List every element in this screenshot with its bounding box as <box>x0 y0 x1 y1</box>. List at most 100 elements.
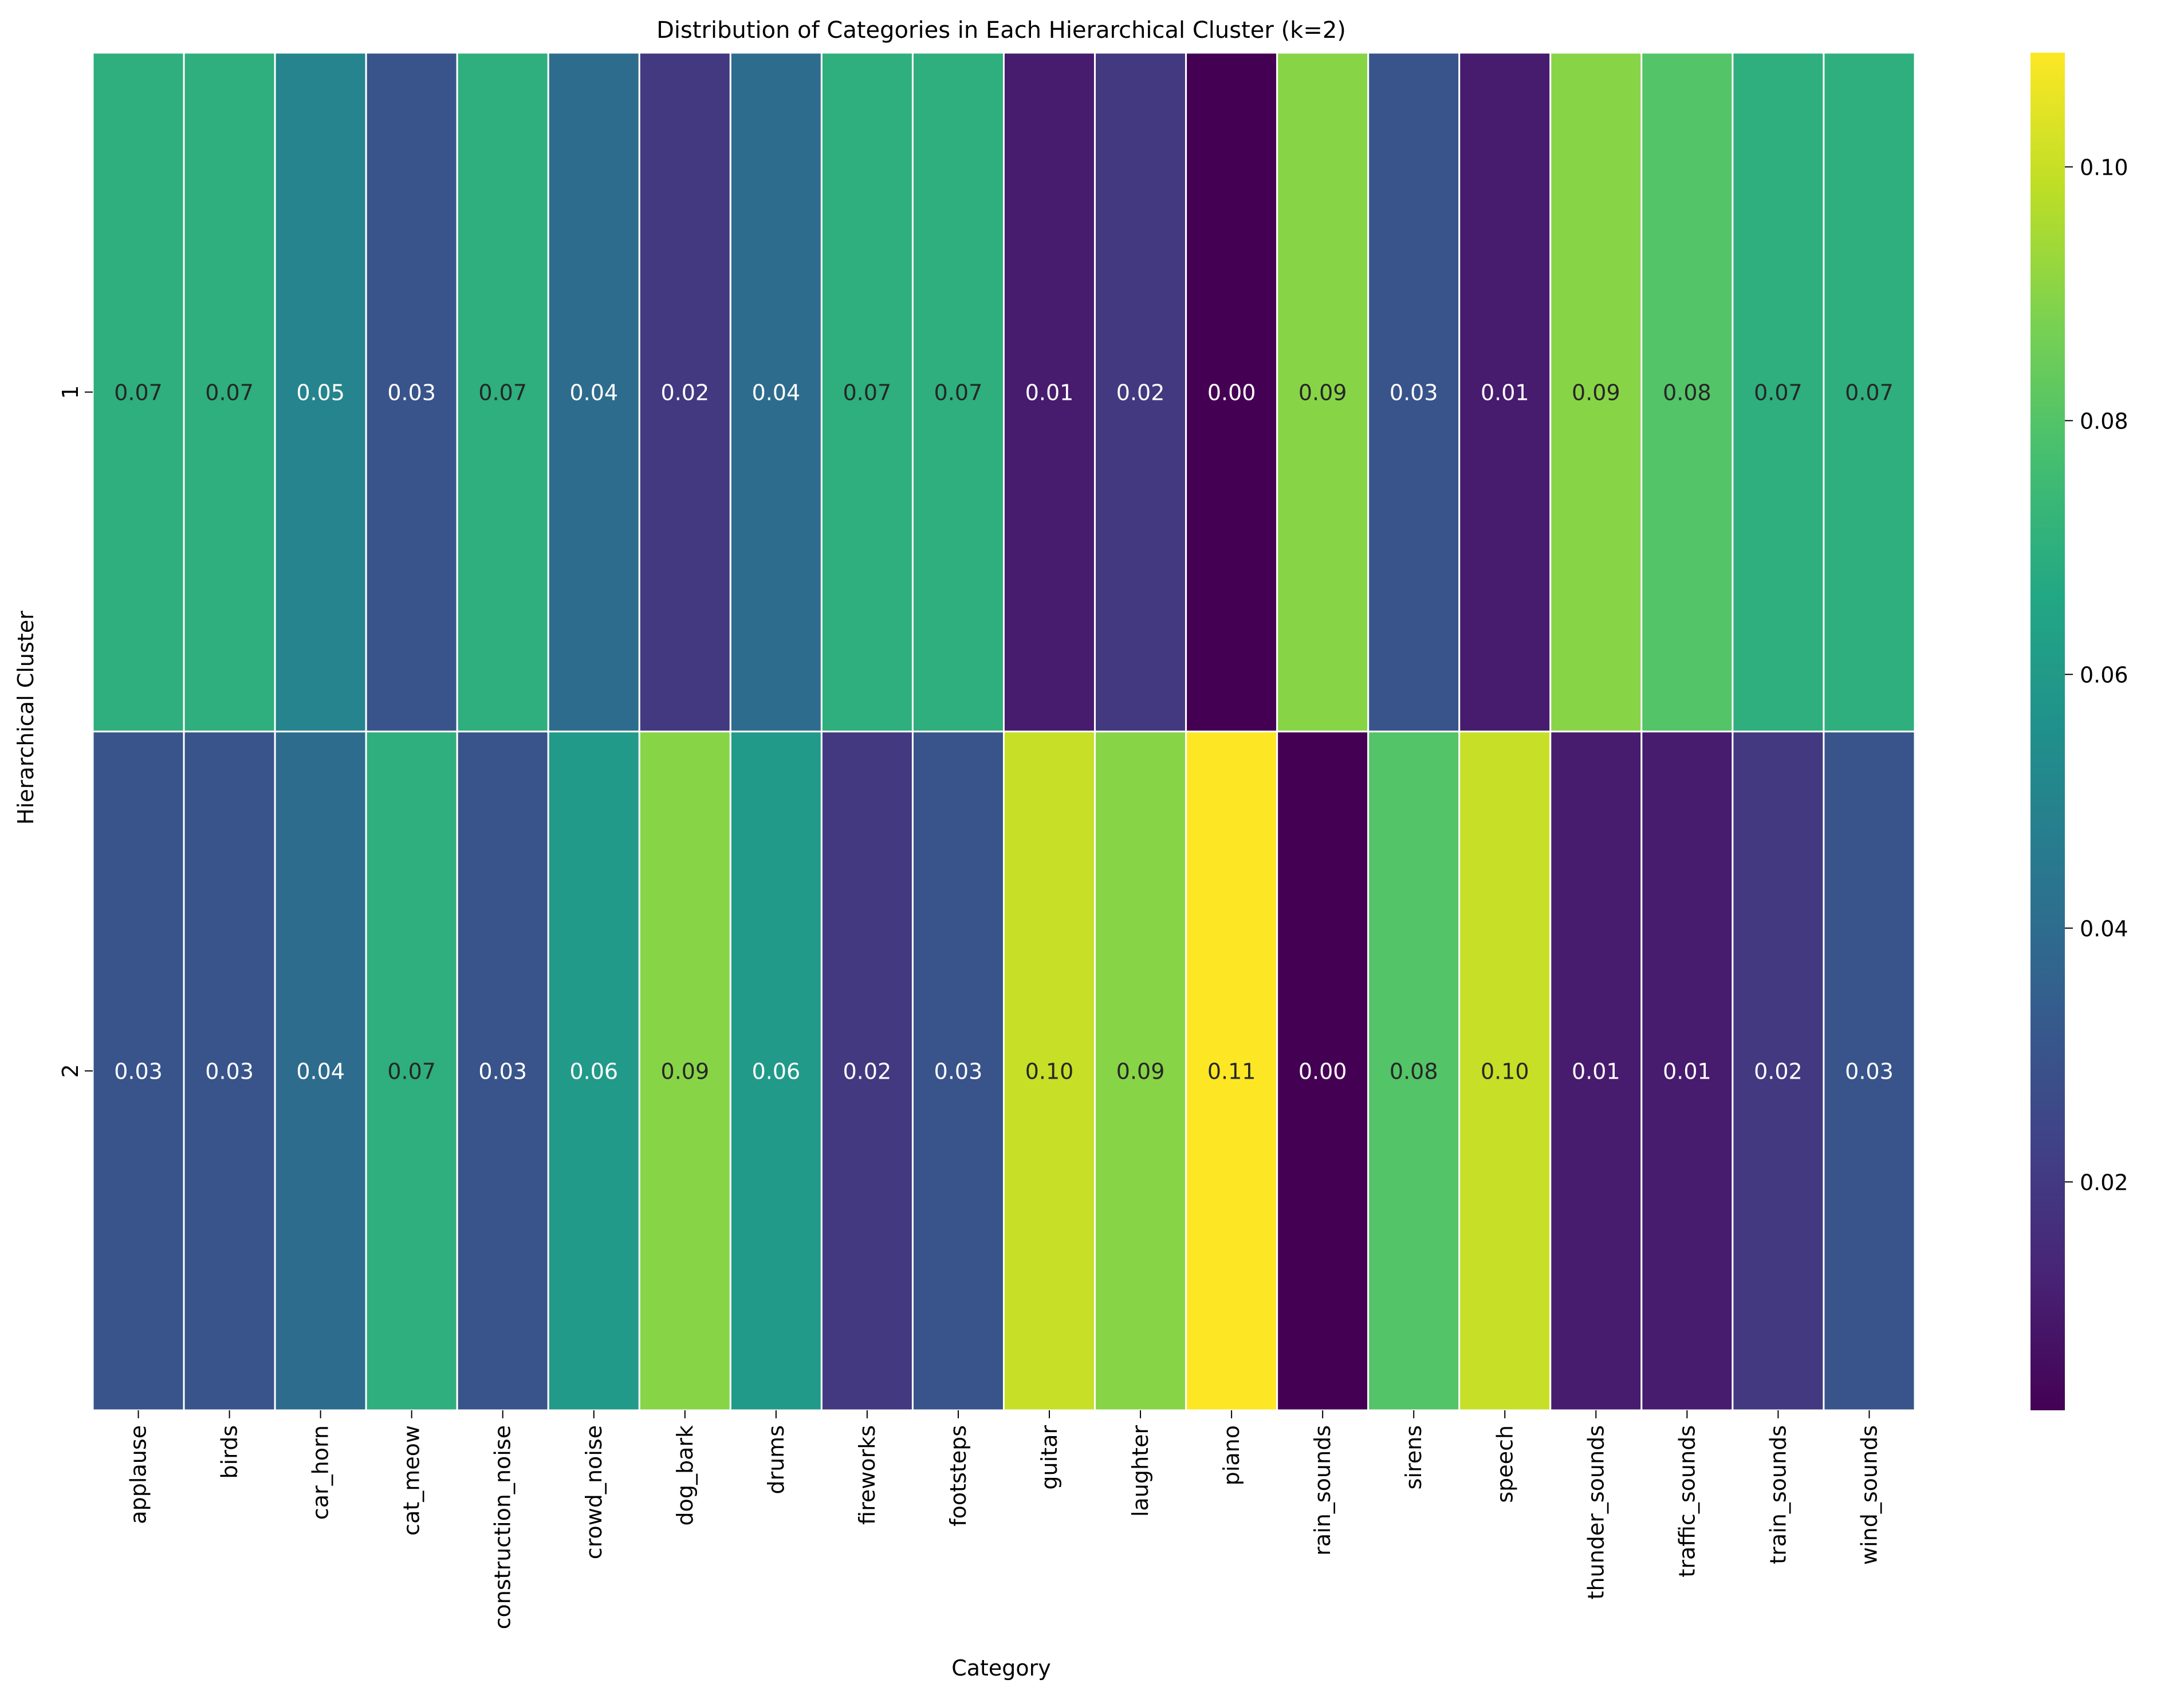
cell-value-label: 0.06 <box>569 1059 618 1084</box>
cell-value-label: 0.07 <box>1845 380 1894 406</box>
colorbar-tick-label: 0.10 <box>2080 155 2128 180</box>
heatmap-cell <box>1276 52 1370 733</box>
heatmap-cell <box>456 52 549 733</box>
colorbar-tick-label: 0.02 <box>2080 1170 2128 1195</box>
x-tick-label: laughter <box>1128 1425 1153 1517</box>
cell-value-label: 0.02 <box>843 1059 892 1084</box>
x-tick-label: sirens <box>1401 1425 1426 1489</box>
cell-value-label: 0.02 <box>1116 380 1165 406</box>
cell-value-label: 0.00 <box>1207 380 1256 406</box>
heatmap-cell <box>1094 52 1187 733</box>
heatmap-cell <box>1823 52 1916 733</box>
y-tick-label: 2 <box>58 1064 83 1077</box>
heatmap-cell <box>1458 730 1552 1411</box>
cell-value-label: 0.03 <box>1845 1059 1894 1084</box>
colorbar-tick-label: 0.06 <box>2080 662 2128 687</box>
chart-title: Distribution of Categories in Each Hiera… <box>656 17 1346 44</box>
heatmap-cell <box>183 52 276 733</box>
cell-value-label: 0.02 <box>1754 1059 1803 1084</box>
x-tick-label: speech <box>1492 1425 1517 1503</box>
heatmap-cell <box>911 52 1005 733</box>
cell-value-label: 0.03 <box>387 380 436 406</box>
heatmap-cell <box>1367 52 1461 733</box>
cell-value-label: 0.07 <box>934 380 983 406</box>
cell-value-label: 0.09 <box>1116 1059 1165 1084</box>
x-axis-label: Category <box>951 1655 1051 1681</box>
heatmap-cell <box>1185 52 1278 733</box>
heatmap-cell <box>1823 730 1916 1411</box>
heatmap-cell <box>92 52 185 733</box>
cell-value-label: 0.04 <box>752 380 801 406</box>
x-tick-label: wind_sounds <box>1856 1425 1882 1565</box>
y-axis-label: Hierarchical Cluster <box>13 611 38 825</box>
cell-value-label: 0.07 <box>478 380 527 406</box>
cell-value-label: 0.08 <box>1390 1059 1438 1084</box>
cell-value-label: 0.09 <box>1572 380 1620 406</box>
heatmap-cell <box>1732 730 1825 1411</box>
x-tick-label: train_sounds <box>1765 1425 1791 1564</box>
x-tick-label: construction_noise <box>490 1425 515 1629</box>
heatmap-cell <box>1549 52 1643 733</box>
cell-value-label: 0.07 <box>205 380 254 406</box>
cell-value-labels: 0.07 0.07 0.05 0.03 0.07 0.04 0.02 0.04 0.07 0.07… <box>114 380 1894 1084</box>
cell-value-label: 0.01 <box>1025 380 1074 406</box>
colorbar-tick-label: 0.04 <box>2080 916 2128 941</box>
heatmap-cell <box>1640 52 1734 733</box>
x-tick-label: fireworks <box>855 1425 880 1525</box>
cell-value-label: 0.03 <box>205 1059 254 1084</box>
heatmap-cell <box>274 52 367 733</box>
heatmap-cell <box>638 730 731 1411</box>
heatmap-cell <box>1732 52 1825 733</box>
y-tick-label: 1 <box>58 385 83 399</box>
heatmap-cell <box>1549 730 1643 1411</box>
x-tick-label: applause <box>126 1425 151 1524</box>
cell-value-label: 0.06 <box>752 1059 801 1084</box>
cell-value-label: 0.07 <box>387 1059 436 1084</box>
x-tick-label: thunder_sounds <box>1583 1425 1608 1599</box>
x-tick-label: birds <box>217 1425 242 1479</box>
cell-value-label: 0.11 <box>1207 1059 1256 1084</box>
cell-value-label: 0.04 <box>569 380 618 406</box>
cell-value-label: 0.01 <box>1481 380 1529 406</box>
x-axis-ticks: applause birds car_horn cat_meow constructio… <box>126 1410 1882 1629</box>
x-tick-label: rain_sounds <box>1310 1425 1335 1556</box>
cell-value-label: 0.03 <box>478 1059 527 1084</box>
x-tick-label: drums <box>764 1425 789 1495</box>
cell-value-label: 0.02 <box>661 380 710 406</box>
cell-value-label: 0.03 <box>1390 380 1438 406</box>
heatmap-cell <box>1367 730 1461 1411</box>
cell-value-label: 0.09 <box>1298 380 1347 406</box>
x-tick-label: traffic_sounds <box>1674 1425 1699 1578</box>
cell-value-label: 0.03 <box>114 1059 163 1084</box>
cell-value-label: 0.10 <box>1481 1059 1529 1084</box>
heatmap-cell <box>183 730 276 1411</box>
cell-value-label: 0.08 <box>1663 380 1711 406</box>
heatmap-cell <box>820 730 914 1411</box>
x-tick-label: footsteps <box>946 1425 971 1527</box>
x-tick-label: dog_bark <box>672 1425 698 1526</box>
heatmap-cell <box>729 730 823 1411</box>
x-tick-label: piano <box>1219 1425 1244 1485</box>
heatmap-cell <box>92 730 185 1411</box>
y-axis-ticks: 12 <box>58 385 93 1078</box>
cell-value-label: 0.01 <box>1572 1059 1620 1084</box>
heatmap-cell <box>1003 730 1096 1411</box>
colorbar <box>2030 53 2065 1410</box>
cell-value-label: 0.01 <box>1663 1059 1711 1084</box>
cell-value-label: 0.04 <box>296 1059 345 1084</box>
heatmap-cell <box>1640 730 1734 1411</box>
heatmap-cell <box>365 52 458 733</box>
cell-value-label: 0.10 <box>1025 1059 1074 1084</box>
cell-value-label: 0.05 <box>296 380 345 406</box>
cell-value-label: 0.09 <box>661 1059 710 1084</box>
x-tick-label: car_horn <box>308 1425 333 1520</box>
heatmap-cell <box>547 52 640 733</box>
heatmap-cell <box>456 730 549 1411</box>
heatmap-cells <box>92 52 1916 1411</box>
colorbar-tick-label: 0.08 <box>2080 408 2128 434</box>
heatmap-cell <box>274 730 367 1411</box>
colorbar-ticks: 0.02 0.04 0.06 0.08 0.10 <box>2065 155 2128 1195</box>
cell-value-label: 0.00 <box>1298 1059 1347 1084</box>
heatmap-cell <box>1458 52 1552 733</box>
